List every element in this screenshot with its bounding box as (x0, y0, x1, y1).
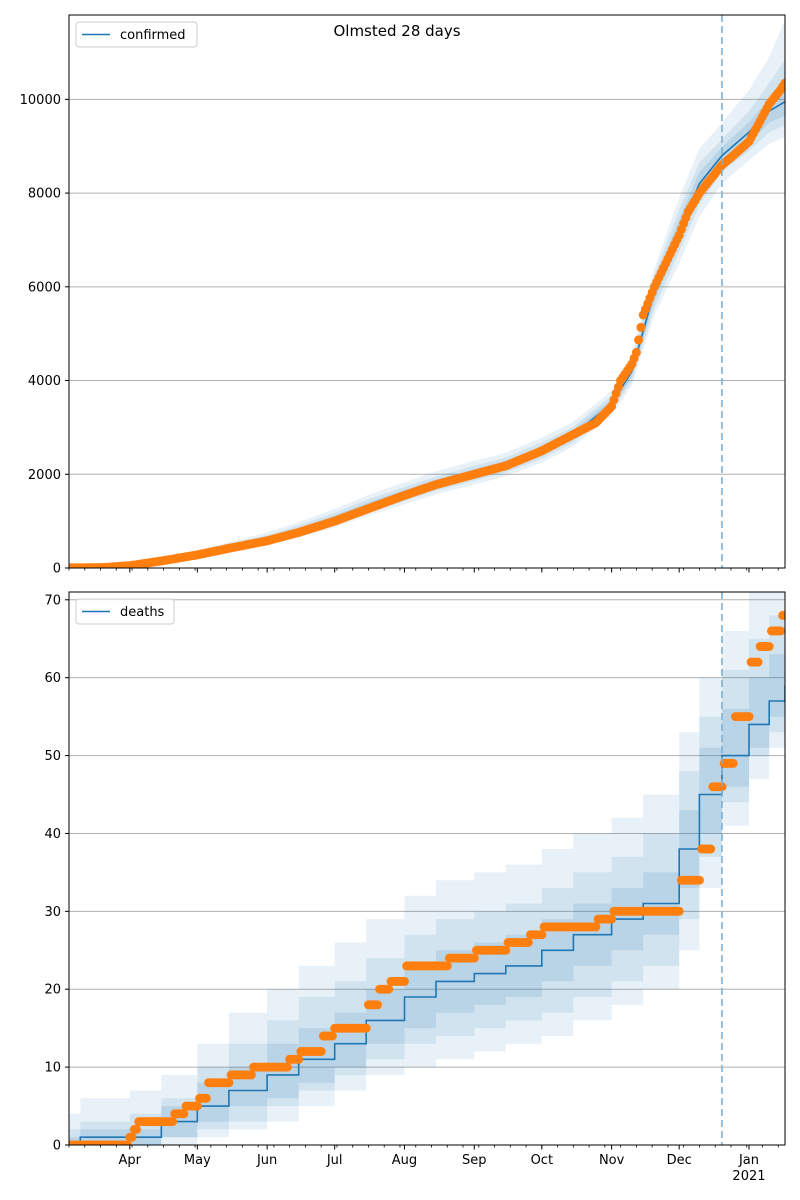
observed-point (634, 335, 644, 345)
plot-area (69, 19, 785, 568)
observed-point (168, 1117, 178, 1127)
observed-point (192, 1101, 202, 1111)
observed-point (523, 938, 533, 947)
y-tick-label: 30 (44, 905, 61, 920)
y-tick-label: 4000 (28, 374, 61, 389)
observed-point (327, 1031, 337, 1041)
legend-box (75, 21, 198, 48)
uncertainty-band-2 (69, 599, 785, 1145)
legend: deaths (75, 598, 175, 625)
x-tick-label: Apr (119, 1153, 142, 1168)
observed-point (224, 1078, 234, 1088)
observed-point (717, 782, 727, 792)
observed-point (631, 347, 641, 357)
observed-point (537, 930, 547, 940)
axes-frame (68, 591, 786, 1146)
observed-point (316, 1047, 326, 1056)
y-tick-label: 10000 (20, 93, 61, 108)
x-tick-label: Jun (256, 1153, 277, 1168)
observed-point (384, 984, 394, 994)
chart-title: Olmsted 28 days (333, 22, 460, 40)
observed-point (764, 642, 774, 651)
observed-point (728, 758, 738, 768)
observed-point (246, 1070, 256, 1080)
observed-point (501, 945, 511, 955)
y-tick-label: 8000 (28, 187, 61, 202)
observed-point (753, 657, 763, 667)
y-tick-label: 60 (44, 671, 61, 686)
observed-point (591, 922, 601, 932)
observed-point (294, 1054, 304, 1064)
observed-point (780, 78, 785, 88)
plot-area (69, 592, 785, 1145)
observed-point (636, 322, 646, 332)
x-tick-label: Jan (738, 1153, 759, 1168)
axes-frame (68, 14, 786, 569)
y-tick-label: 70 (44, 593, 61, 608)
observed-point (706, 844, 716, 854)
y-tick-label: 0 (53, 562, 61, 577)
observed-point (442, 961, 452, 971)
model-line-deaths (69, 685, 785, 1145)
uncertainty-band-1 (69, 592, 785, 1145)
observed-point (780, 610, 785, 620)
observed-point (282, 1062, 292, 1072)
y-tick-label: 40 (44, 827, 61, 842)
x-tick-label: Jul (326, 1153, 343, 1168)
x-tick-label: Sep (462, 1153, 487, 1168)
observed-point (469, 953, 479, 963)
observed-point (179, 1109, 189, 1119)
x-tick-label: Aug (392, 1153, 417, 1168)
observed-point (373, 1000, 382, 1010)
observed-point (694, 875, 704, 885)
x-tick-label: Dec (667, 1153, 692, 1168)
observed-point (776, 626, 785, 636)
x-tick-label: Oct (531, 1153, 553, 1168)
x-tick-label: Nov (599, 1153, 625, 1168)
observed-point (607, 914, 617, 924)
x-year-label: 2021 (732, 1169, 765, 1184)
observed-point (132, 1124, 141, 1134)
y-tick-label: 2000 (28, 468, 61, 483)
legend-label: confirmed (120, 28, 186, 43)
y-tick-label: 50 (44, 749, 61, 764)
y-tick-label: 6000 (28, 280, 61, 295)
observed-point (127, 1132, 137, 1142)
uncertainty-band-3 (69, 638, 785, 1145)
confirmed-panel: 0 2000 4000 6000 8000 10000 confirmed (20, 14, 786, 577)
y-tick-label: 10 (44, 1061, 61, 1076)
y-tick-label: 20 (44, 983, 61, 998)
legend-label: deaths (120, 605, 165, 620)
legend: confirmed (75, 21, 198, 48)
y-tick-label: 0 (53, 1139, 61, 1154)
observed-point (201, 1093, 211, 1103)
observed-point (400, 976, 409, 986)
legend-box (75, 598, 175, 625)
x-tick-label: May (184, 1153, 211, 1168)
observed-point (744, 712, 754, 722)
observed-point (674, 906, 684, 916)
deaths-panel: 0 10 20 30 40 50 60 70 Apr May Jun Jul Aug Sep Oct Nov D… (44, 591, 786, 1184)
observed-point (361, 1023, 371, 1033)
